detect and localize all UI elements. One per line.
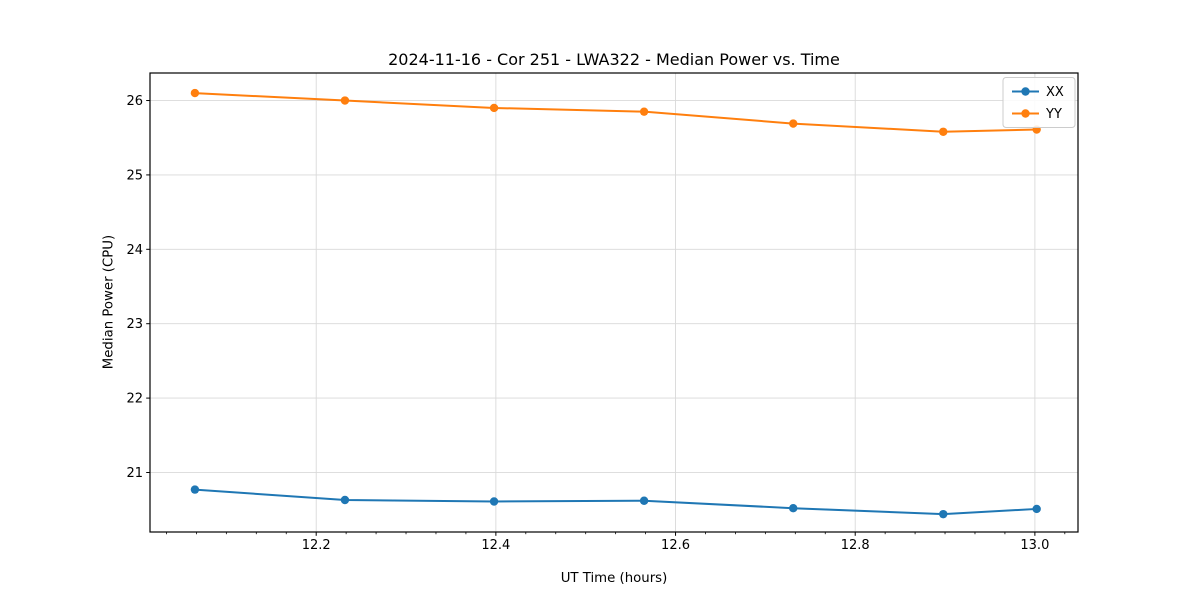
y-tick-label: 22 xyxy=(126,392,143,407)
x-tick-label: 12.6 xyxy=(661,538,690,553)
x-tick-label: 12.8 xyxy=(841,538,870,553)
data-point-XX xyxy=(489,497,499,506)
y-tick-label: 21 xyxy=(126,466,143,481)
plot-area xyxy=(150,73,1078,532)
data-point-XX xyxy=(639,496,649,505)
legend-box xyxy=(1002,77,1076,128)
data-point-XX xyxy=(939,509,948,519)
y-tick-label: 23 xyxy=(126,317,143,332)
data-point-YY xyxy=(489,103,499,113)
chart-title: 2024-11-16 - Cor 251 - LWA322 - Median P… xyxy=(388,50,840,69)
data-point-YY xyxy=(639,107,649,116)
y-tick-label: 26 xyxy=(126,94,143,109)
x-tick-label: 13.0 xyxy=(1020,538,1049,553)
data-point-XX xyxy=(789,503,798,513)
y-tick-label: 25 xyxy=(126,168,143,183)
data-point-XX xyxy=(340,495,350,505)
data-point-YY xyxy=(340,96,350,105)
legend-label: YY xyxy=(1045,107,1062,122)
legend-sample-marker xyxy=(1021,87,1030,96)
data-point-XX xyxy=(190,485,200,494)
y-axis-label: Median Power (CPU) xyxy=(101,234,117,370)
x-tick-label: 12.2 xyxy=(302,538,331,553)
y-tick-label: 24 xyxy=(126,243,143,258)
axes-frame xyxy=(149,72,1079,533)
legend-sample-marker xyxy=(1021,109,1030,118)
data-point-XX xyxy=(1032,504,1041,514)
x-tick-label: 12.4 xyxy=(481,538,510,553)
legend-label: XX xyxy=(1046,85,1064,100)
data-point-YY xyxy=(190,88,200,98)
x-axis-label: UT Time (hours) xyxy=(560,571,668,586)
data-point-YY xyxy=(939,127,948,136)
data-point-YY xyxy=(789,119,798,128)
